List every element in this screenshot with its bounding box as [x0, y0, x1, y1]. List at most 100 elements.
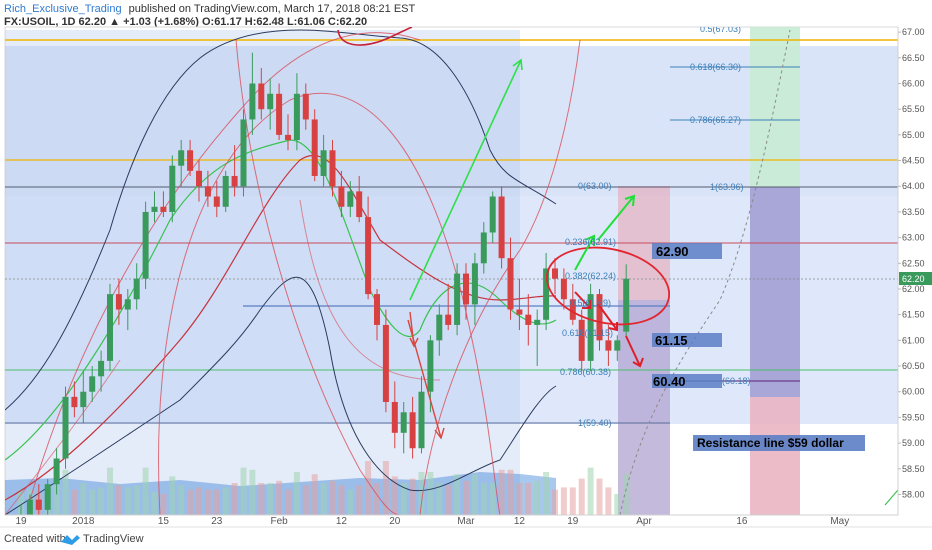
bollinger-lower: [5, 276, 557, 515]
candle-body: [623, 278, 630, 332]
candle-body: [302, 93, 309, 120]
volume-bar: [489, 483, 496, 515]
volume-bar: [587, 467, 594, 515]
candle-body: [107, 294, 113, 361]
candle-body: [44, 484, 51, 510]
volume-bar: [382, 461, 389, 515]
arc-4: [419, 39, 581, 515]
candle-body: [365, 217, 372, 295]
future-green-zone: [750, 27, 800, 187]
fib-level-label: 0.382(62.24): [565, 271, 616, 281]
volume-bar: [436, 483, 443, 515]
volume-bar: [231, 483, 238, 515]
volume-bar: [204, 489, 211, 515]
resistance-text: Resistance line $59 dollar: [697, 436, 844, 450]
candle-body: [374, 294, 380, 325]
volume-bar: [329, 480, 336, 515]
candle-body: [196, 170, 202, 187]
x-tick-label: 19: [15, 516, 27, 527]
volume-bar: [62, 469, 69, 515]
volume-bar: [160, 494, 167, 515]
y-tick-label: 59.50: [902, 412, 925, 422]
level-box-2: 61.15: [652, 333, 722, 348]
volume-bar: [552, 489, 558, 515]
y-tick-label: 60.00: [902, 387, 925, 397]
fib-labels: 0.5(67.03) 0.618(66.30) 0.786(65.27) 0(63.0…: [560, 24, 751, 428]
fib-level-label: 0.618(66.30): [690, 62, 741, 72]
candle-body: [596, 294, 603, 341]
volume-bar: [578, 478, 585, 515]
volume-bar: [178, 485, 185, 515]
candle-body: [160, 206, 167, 212]
y-tick-label: 64.00: [902, 181, 925, 191]
candle-body: [409, 412, 416, 449]
candle-body: [560, 278, 567, 300]
volume-bar: [80, 483, 87, 515]
y-tick-label: 65.00: [902, 130, 925, 140]
candle-body: [293, 93, 300, 141]
publish-line: Rich_Exclusive_Trading published on Trad…: [4, 3, 416, 15]
volume-bar: [115, 485, 122, 515]
y-tick-label: 61.50: [902, 310, 925, 320]
fib-level-label: 0.5(61.69): [570, 298, 611, 308]
volume-bar: [391, 476, 398, 515]
candle-body: [311, 119, 318, 176]
candle-body: [151, 206, 158, 212]
candle-body: [507, 258, 514, 310]
candle-body: [445, 314, 452, 325]
price-axis: [898, 27, 932, 515]
candle-body: [471, 263, 478, 305]
y-tick-label: 62.50: [902, 258, 925, 268]
y-tick-label: 64.50: [902, 156, 925, 166]
time-axis-ticks: 19 2018 15 23 Feb 12 20 Mar 12 19 Apr 16 May: [15, 516, 849, 527]
volume-bar: [53, 485, 60, 515]
volume-bar: [107, 467, 113, 515]
volume-bar: [187, 489, 194, 515]
volume-bar: [596, 478, 603, 515]
symbol-info: FX:USOIL, 1D 62.20 ▲ +1.03 (+1.68%) O:61…: [4, 16, 367, 28]
volume-bar: [516, 483, 523, 515]
arc-6: [5, 359, 121, 515]
volume-bar: [133, 485, 140, 515]
candle-body: [329, 150, 336, 187]
candle-body: [400, 412, 407, 433]
candle-body: [552, 268, 558, 279]
candle-body: [454, 273, 461, 325]
fib-level-label: 0.5(67.03): [700, 24, 741, 34]
candle-body: [267, 93, 274, 110]
candle-body: [498, 196, 505, 259]
level-label-1: 62.90: [656, 244, 689, 259]
candle-body: [240, 119, 247, 187]
y-tick-label: 62.00: [902, 284, 925, 294]
arc-3: [235, 39, 401, 515]
candle-body: [169, 165, 176, 212]
future-blue-zone: [750, 187, 800, 397]
volume-bar: [285, 489, 291, 515]
x-tick-label: Mar: [457, 516, 475, 527]
arc-1: [29, 32, 421, 501]
fib-level-label: 0.786(65.27): [690, 115, 741, 125]
volume-bar: [400, 483, 407, 515]
volume-bar: [293, 472, 300, 515]
author-link[interactable]: Rich_Exclusive_Trading: [4, 3, 122, 15]
x-tick-label: Apr: [636, 516, 652, 527]
candle-body: [382, 324, 389, 402]
fib-level-label: 0.786(60.38): [560, 367, 611, 377]
y-tick-label: 60.50: [902, 361, 925, 371]
candle-body: [338, 186, 345, 207]
tradingview-brand[interactable]: TradingView: [83, 533, 144, 545]
level-box-1: 62.90: [652, 243, 722, 259]
candle-body: [569, 299, 576, 320]
candle-body: [26, 499, 33, 515]
candle-body: [480, 232, 487, 264]
volume-bar: [507, 469, 514, 515]
candle-body: [489, 196, 496, 233]
level-label-2: 61.15: [655, 333, 688, 348]
candle-body: [276, 93, 283, 135]
volume-bar: [445, 485, 452, 515]
volume-bar: [240, 467, 247, 515]
volume-bar: [302, 485, 309, 515]
y-tick-label: 67.00: [902, 27, 925, 37]
volume-bar: [213, 489, 220, 515]
fib-level-label: 0(63.00): [578, 181, 612, 191]
